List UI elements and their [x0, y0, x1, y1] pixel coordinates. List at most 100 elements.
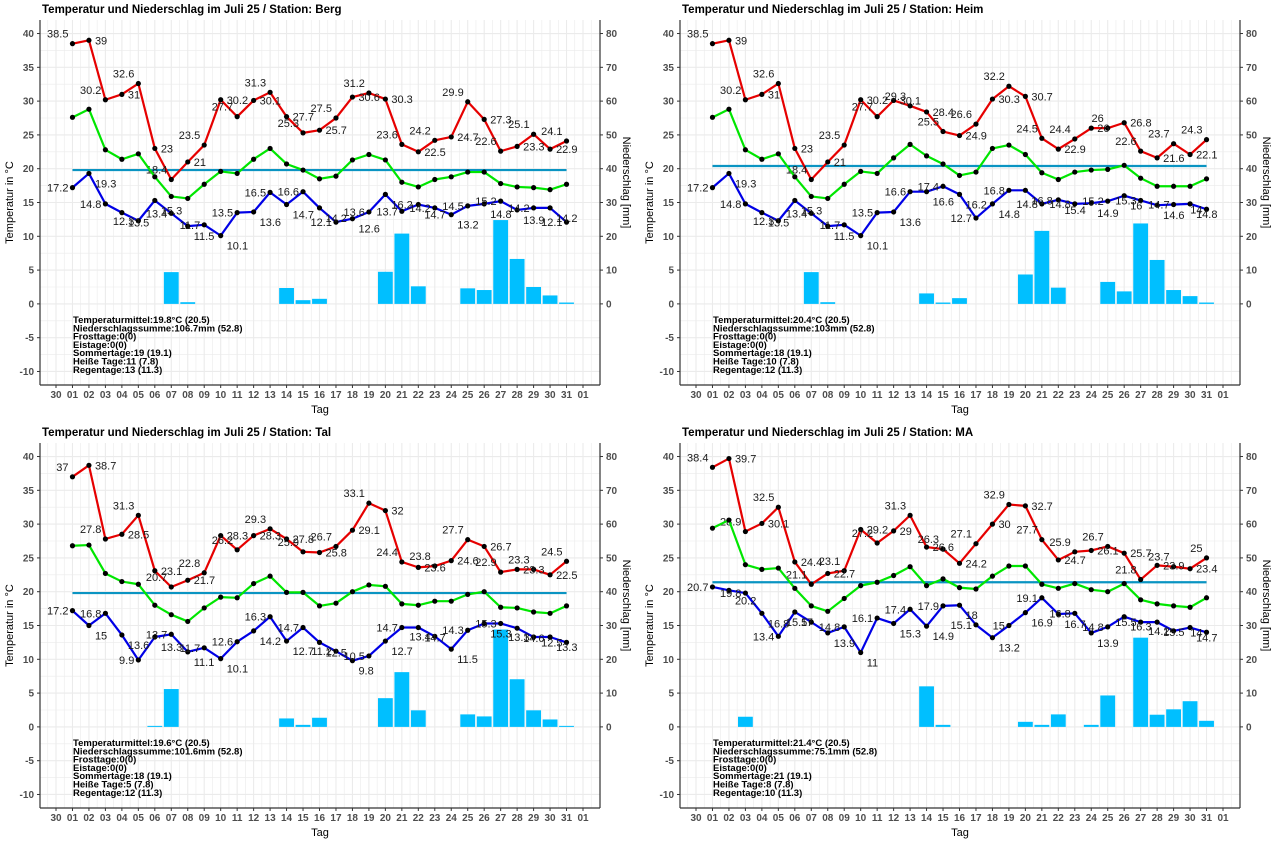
stats-line: Heiße Tage:5 (7.8): [73, 780, 154, 791]
data-point: [1006, 83, 1012, 89]
x-tick-label: 18: [347, 390, 359, 401]
data-point: [432, 598, 438, 604]
x-tick-label: 07: [166, 390, 178, 401]
x-tick-label: 17: [330, 813, 342, 824]
data-point: [185, 577, 191, 583]
data-point: [366, 90, 372, 96]
data-label: 14.8: [490, 209, 511, 221]
data-point: [858, 583, 864, 589]
data-label: 32.5: [753, 492, 774, 504]
data-label: 19.3: [735, 178, 756, 190]
data-point: [1121, 550, 1127, 556]
data-point: [415, 624, 421, 631]
x-tick-label: 04: [756, 390, 768, 401]
y-right-tick-label: 20: [1246, 232, 1258, 243]
data-point: [366, 209, 372, 215]
data-point: [465, 537, 471, 543]
data-label: 30.3: [998, 94, 1019, 106]
data-point: [563, 181, 570, 187]
data-label: 15.3: [490, 628, 511, 640]
data-label: 27.7: [442, 525, 463, 537]
data-label: 16.6: [278, 187, 299, 199]
data-point: [1006, 563, 1012, 569]
y-right-tick-label: 40: [606, 587, 618, 598]
data-point: [218, 168, 224, 175]
data-point: [1006, 622, 1012, 629]
precip-bar: [1050, 287, 1066, 304]
data-point: [465, 627, 471, 633]
stats-line: Eistage:0(0): [73, 340, 127, 351]
x-tick-label: 21: [1036, 390, 1048, 401]
x-tick-label: 30: [1185, 390, 1197, 401]
y-right-tick-label: 0: [1246, 299, 1252, 310]
data-point: [1039, 595, 1045, 601]
data-label: 22.9: [475, 557, 496, 569]
data-point: [267, 145, 273, 152]
data-point: [333, 543, 339, 550]
data-label: 14.8: [80, 199, 101, 211]
data-label: 16.3: [1130, 622, 1151, 634]
data-point: [973, 169, 979, 175]
data-label: 23.7: [1148, 129, 1169, 141]
x-tick-label: 01: [707, 390, 719, 401]
y-axis-label: Temperatur in °C: [644, 161, 656, 244]
data-point: [775, 504, 781, 510]
data-label: 15.4: [1064, 205, 1085, 217]
data-label: 23.1: [161, 566, 182, 578]
y-right-tick-label: 80: [606, 452, 618, 463]
data-label: 32.2: [983, 71, 1004, 83]
data-point: [1138, 576, 1144, 583]
grid: [680, 443, 1240, 808]
data-point: [102, 201, 109, 207]
data-point: [742, 97, 749, 103]
data-point: [432, 563, 438, 569]
data-point: [858, 168, 864, 175]
data-label: 39: [95, 35, 107, 47]
x-tick-label: 04: [116, 813, 128, 824]
data-label: 21: [194, 157, 206, 169]
data-label: 23.5: [179, 130, 200, 142]
data-point: [283, 589, 290, 595]
data-point: [185, 618, 191, 625]
grid: [680, 20, 1240, 385]
data-point: [973, 622, 979, 628]
data-point: [530, 634, 537, 640]
y-tick-label: 0: [668, 299, 674, 310]
stats-line: Niederschlagssumme:75.1mm (52.8): [713, 746, 877, 757]
data-label: 14.2: [260, 636, 281, 648]
y-right-tick-label: 30: [1246, 621, 1258, 632]
data-point: [465, 203, 471, 209]
data-label: 27.7: [1016, 525, 1037, 537]
data-label: 24.4: [376, 547, 397, 559]
data-point: [102, 97, 109, 103]
data-point: [218, 533, 224, 539]
x-tick-label: 22: [413, 390, 425, 401]
x-tick-label: 08: [182, 813, 194, 824]
data-point: [1022, 563, 1028, 569]
stats-line: Regentage:13 (11.3): [73, 365, 162, 376]
x-tick-label: 26: [1119, 813, 1131, 824]
data-label: 23.3: [508, 554, 529, 566]
x-tick-label: 30: [50, 813, 62, 824]
precip-bar: [1182, 701, 1198, 727]
data-label: 14.2: [556, 213, 577, 225]
x-tick-label: 16: [954, 390, 966, 401]
data-label: 33.1: [343, 488, 364, 500]
data-point: [841, 595, 847, 602]
precip-bar: [394, 672, 410, 727]
data-point: [742, 147, 749, 153]
data-label: 11.5: [457, 654, 478, 666]
data-point: [481, 169, 487, 175]
precip-bar: [1116, 291, 1132, 304]
data-point: [989, 201, 996, 207]
data-point: [759, 610, 765, 616]
data-label: 29.2: [867, 525, 888, 537]
data-point: [563, 558, 570, 564]
stats-line: Sommertage:18 (19.1): [713, 348, 812, 359]
precip-bar: [147, 725, 163, 727]
data-point: [726, 170, 732, 177]
data-point: [234, 170, 240, 177]
x-tick-label: 13: [905, 390, 917, 401]
x-tick-label: 20: [1020, 390, 1032, 401]
data-point: [86, 462, 92, 468]
